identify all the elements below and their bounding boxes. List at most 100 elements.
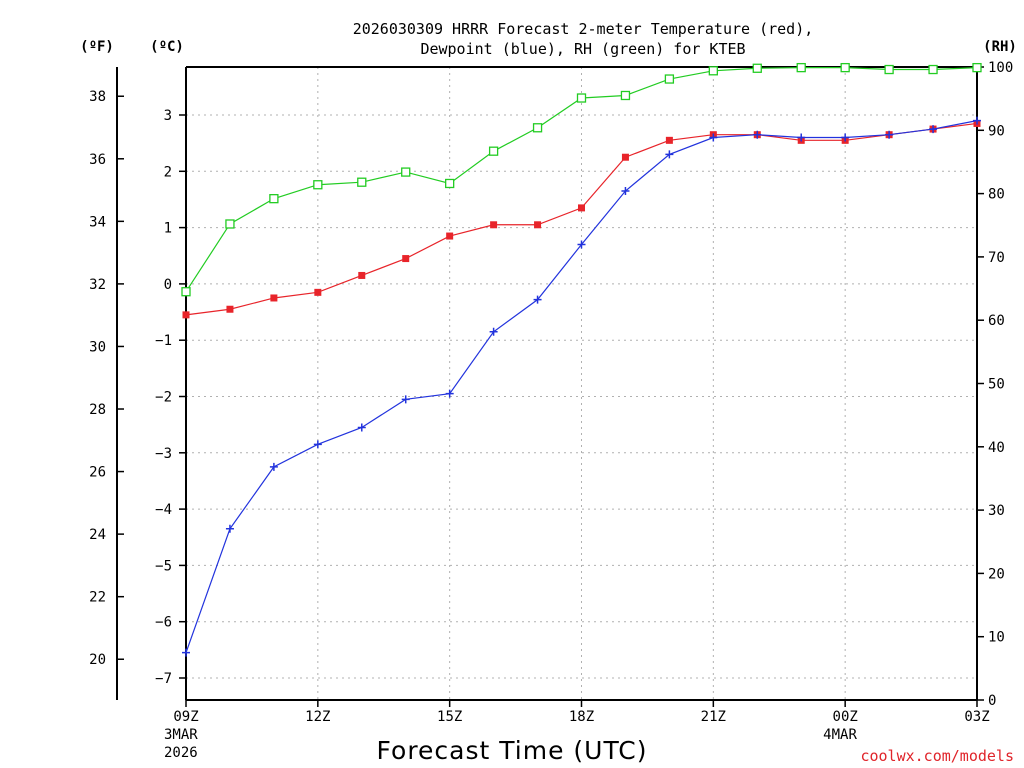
dewpoint-point xyxy=(182,648,190,657)
dewpoint-point xyxy=(313,440,322,449)
fahrenheit-tick-label: 38 xyxy=(89,89,106,105)
temperature-point xyxy=(226,305,234,313)
dewpoint-point xyxy=(225,524,234,533)
dewpoint-point xyxy=(445,389,454,398)
temperature-point xyxy=(446,232,454,240)
temperature-point xyxy=(270,294,278,302)
rh-point xyxy=(576,93,587,103)
celsius-tick-label: −1 xyxy=(155,333,172,349)
fahrenheit-tick-label: 32 xyxy=(89,277,106,293)
rh-point xyxy=(488,146,499,156)
rh-point xyxy=(840,62,850,73)
chart-title-line2: Dewpoint (blue), RH (green) for KTEB xyxy=(420,40,745,58)
temperature-point xyxy=(490,221,498,229)
rh-point xyxy=(796,62,806,73)
temperature-point xyxy=(182,311,190,319)
celsius-tick-label: 1 xyxy=(164,221,172,237)
x-tick-label: 03Z xyxy=(964,709,989,725)
axes-layer xyxy=(116,66,984,707)
x-tick-date-label: 4MAR xyxy=(823,727,857,743)
temperature-point xyxy=(578,204,585,212)
rh-point xyxy=(532,123,543,133)
rh-point xyxy=(708,66,718,76)
fahrenheit-tick-label: 30 xyxy=(89,339,106,355)
rh-tick-label: 90 xyxy=(988,123,1005,139)
x-tick-label: 18Z xyxy=(569,709,594,725)
rh-unit-label: (RH) xyxy=(983,39,1017,55)
celsius-tick-label: 0 xyxy=(164,277,172,293)
grid-layer xyxy=(186,67,977,700)
dewpoint-point xyxy=(929,125,938,134)
temperature-point xyxy=(665,136,673,144)
dewpoint-point xyxy=(885,130,894,139)
temperature-point xyxy=(621,153,629,161)
credit-text: coolwx.com/models xyxy=(860,747,1014,765)
rh-point xyxy=(313,180,323,190)
rh-point xyxy=(884,64,894,75)
rh-point xyxy=(225,219,235,229)
x-tick-date-label: 3MAR xyxy=(164,727,198,743)
dewpoint-point xyxy=(973,116,981,125)
dewpoint-point xyxy=(797,133,806,142)
celsius-tick-label: −5 xyxy=(155,558,172,574)
temperature-point xyxy=(402,255,410,263)
fahrenheit-tick-label: 26 xyxy=(89,465,106,481)
celsius-tick-label: −4 xyxy=(155,502,172,518)
dewpoint-point xyxy=(401,395,410,404)
dewpoint-point xyxy=(577,240,586,249)
dewpoint-point xyxy=(709,133,718,142)
rh-point xyxy=(445,178,455,189)
dewpoint-point xyxy=(665,150,674,159)
fahrenheit-tick-label: 24 xyxy=(89,527,106,543)
rh-point xyxy=(664,74,675,84)
dewpoint-point xyxy=(489,327,498,336)
dewpoint-point xyxy=(753,130,762,139)
fahrenheit-tick-label: 28 xyxy=(89,402,106,418)
celsius-tick-label: −7 xyxy=(155,671,172,687)
rh-tick-label: 70 xyxy=(988,250,1005,266)
fahrenheit-tick-label: 34 xyxy=(89,214,106,230)
rh-point xyxy=(181,287,191,297)
celsius-tick-label: −2 xyxy=(155,390,172,406)
x-tick-label: 15Z xyxy=(437,709,462,725)
rh-point xyxy=(928,64,938,75)
x-tick-year-label: 2026 xyxy=(164,745,198,761)
rh-point xyxy=(269,194,279,204)
x-axis-title: Forecast Time (UTC) xyxy=(377,736,648,765)
rh-point xyxy=(357,177,367,187)
rh-tick-label: 100 xyxy=(988,60,1013,76)
celsius-unit-label: (ºC) xyxy=(150,39,184,55)
dewpoint-point xyxy=(621,187,630,196)
rh-point xyxy=(972,62,982,73)
fahrenheit-tick-label: 20 xyxy=(89,652,106,668)
rh-tick-label: 80 xyxy=(988,187,1005,203)
x-tick-label: 21Z xyxy=(701,709,726,725)
rh-tick-label: 50 xyxy=(988,377,1005,393)
rh-point xyxy=(401,167,411,177)
celsius-tick-label: 3 xyxy=(164,108,172,124)
rh-tick-label: 0 xyxy=(988,693,996,709)
rh-point xyxy=(752,63,762,73)
fahrenheit-tick-label: 22 xyxy=(89,590,106,606)
series-layer xyxy=(181,62,982,657)
x-tick-label: 09Z xyxy=(173,709,198,725)
celsius-tick-label: 2 xyxy=(164,164,172,180)
fahrenheit-tick-label: 36 xyxy=(89,152,106,168)
fahrenheit-unit-label: (ºF) xyxy=(80,39,114,55)
rh-tick-label: 10 xyxy=(988,630,1005,646)
chart-title-line1: 2026030309 HRRR Forecast 2-meter Tempera… xyxy=(353,20,814,38)
x-tick-label: 12Z xyxy=(305,709,330,725)
rh-point xyxy=(620,90,631,101)
rh-tick-label: 30 xyxy=(988,503,1005,519)
temperature-point xyxy=(358,271,366,279)
dewpoint-point xyxy=(357,423,366,432)
temperature-point xyxy=(314,288,322,296)
celsius-tick-label: −6 xyxy=(155,615,172,631)
dewpoint-point xyxy=(841,133,850,142)
temperature-point xyxy=(534,221,542,229)
dewpoint-point xyxy=(533,295,542,304)
x-tick-label: 00Z xyxy=(833,709,858,725)
rh-tick-label: 40 xyxy=(988,440,1005,456)
